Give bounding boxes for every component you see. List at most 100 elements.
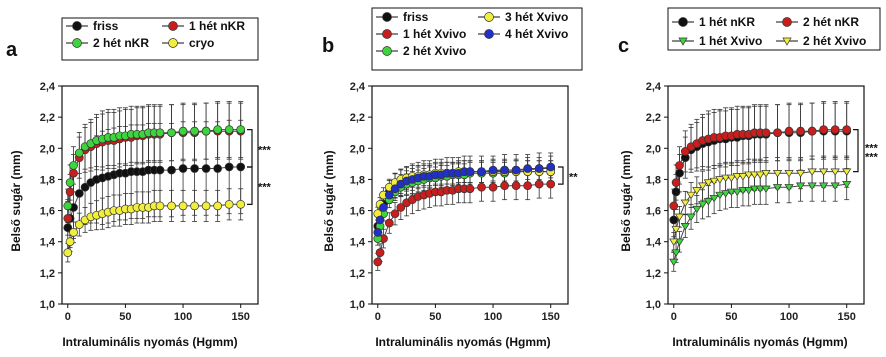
y-tick-label: 1,8 [40, 174, 55, 186]
data-point [155, 128, 165, 138]
data-point [680, 199, 690, 208]
data-point [178, 164, 188, 173]
x-tick-label: 100 [174, 311, 192, 323]
data-point [373, 228, 383, 237]
data-point [213, 125, 222, 134]
legend-box [61, 17, 259, 61]
data-point [715, 176, 725, 184]
data-point [807, 182, 817, 190]
data-point [772, 184, 783, 192]
legend-item-friss: friss [66, 19, 119, 33]
series-2-het-nkr [63, 125, 246, 211]
data-point [224, 125, 234, 134]
legend-marker [382, 29, 392, 39]
bracket-line [247, 129, 253, 168]
legend-label: 2 hét nKR [803, 15, 859, 29]
data-point [709, 177, 719, 186]
data-point [546, 179, 556, 189]
data-point [761, 185, 771, 194]
y-tick-label: 1,4 [646, 237, 662, 249]
y-tick-label: 2,2 [646, 112, 661, 124]
data-point [669, 238, 679, 246]
legend-label: 4 hét Xvivo [505, 27, 568, 41]
legend-label: 1 hét Xvivo [699, 34, 762, 48]
data-point [795, 170, 806, 178]
data-point [523, 181, 532, 191]
data-point [213, 201, 222, 211]
data-point [534, 179, 544, 189]
y-tick-label: 1,8 [350, 174, 365, 186]
legend-item-1-het-nkr: 1 hét nKR [162, 19, 245, 33]
legend-marker [382, 46, 392, 56]
data-point [692, 205, 702, 214]
series-2-het-xvivo [669, 168, 852, 246]
legend-label: cryo [189, 36, 214, 50]
legend-label: 1 hét nKR [189, 19, 245, 33]
data-point [807, 168, 817, 176]
legend-item-2-het-xvivo: 2 hét Xvivo [376, 44, 466, 58]
y-axis-label: Belső sugár (mm) [322, 150, 336, 251]
data-point [819, 168, 829, 176]
y-tick-label: 2,4 [350, 81, 366, 93]
data-point [477, 182, 486, 192]
data-point [224, 199, 234, 209]
data-point [669, 215, 679, 225]
data-point [167, 201, 176, 211]
series-friss [63, 162, 246, 233]
legend-item-4-het-xvivo: 4 hét Xvivo [478, 27, 568, 41]
series-1-het-xvivo [669, 180, 852, 267]
data-point [680, 147, 690, 156]
data-point [190, 164, 199, 173]
data-point [190, 201, 199, 211]
legend-label: 2 hét nKR [93, 36, 149, 50]
data-point [784, 184, 794, 192]
data-point [236, 199, 246, 209]
significance-bracket: *** [247, 166, 272, 205]
data-point [692, 187, 702, 195]
significance-bracket: *** [247, 129, 272, 168]
data-point [390, 209, 400, 219]
data-point [715, 191, 725, 200]
legend-box [371, 7, 583, 71]
legend-item-2-het-xvivo: 2 hét Xvivo [776, 34, 866, 48]
y-tick-label: 1,6 [40, 206, 55, 218]
plot-area: 1,01,21,41,61,82,02,22,40 50 100 150****** [40, 81, 272, 323]
significance-label: *** [865, 143, 879, 155]
data-point [465, 184, 475, 194]
legend-marker [168, 38, 178, 48]
data-point [755, 171, 765, 180]
x-axis-label: Intraluminális nyomás (Hgmm) [375, 335, 550, 349]
data-point [384, 218, 394, 228]
data-point [761, 128, 771, 138]
data-point [167, 128, 176, 138]
panel-b: b friss 3 hét Xvivo 1 hét Xvivo 4 hét Xvivo… [322, 7, 583, 349]
data-point [155, 165, 165, 175]
bracket-line [247, 166, 253, 205]
legend-item-2-het-nkr: 2 hét nKR [776, 15, 859, 29]
data-point [379, 203, 388, 212]
legend: friss 3 hét Xvivo 1 hét Xvivo 4 hét Xvivo 2 … [376, 10, 568, 58]
legend-marker [678, 37, 688, 46]
error-bars-cryo [65, 188, 244, 263]
data-point [511, 165, 521, 175]
data-point [534, 164, 544, 173]
data-point [697, 201, 708, 209]
data-point [213, 164, 222, 173]
data-point [721, 190, 731, 198]
legend: friss 1 hét nKR 2 hét nKR cryo [66, 19, 245, 50]
data-point [842, 168, 852, 176]
x-tick-label: 100 [780, 311, 798, 323]
y-tick-label: 2,2 [40, 112, 55, 124]
panel-label: a [6, 39, 18, 61]
data-point [709, 194, 719, 203]
data-point [69, 228, 78, 237]
data-point [63, 248, 73, 257]
data-point [749, 171, 760, 180]
legend-marker [782, 37, 792, 46]
plot-area: 1,01,21,41,61,82,02,22,40 50 100 150****** [646, 81, 879, 323]
data-point [761, 170, 771, 178]
data-point [830, 125, 840, 134]
data-point [755, 185, 765, 194]
data-point [674, 238, 685, 246]
